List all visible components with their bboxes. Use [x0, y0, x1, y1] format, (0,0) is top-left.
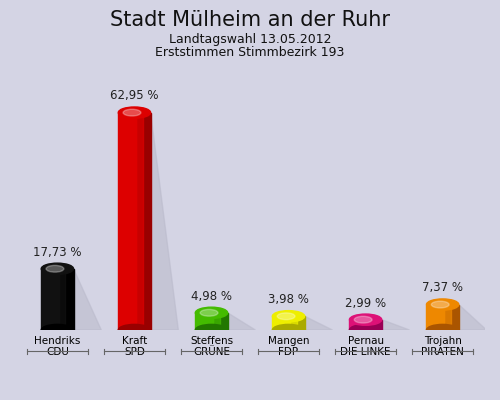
- Text: 4,98 %: 4,98 %: [191, 290, 232, 303]
- Ellipse shape: [426, 324, 459, 336]
- Polygon shape: [213, 313, 220, 330]
- Text: 17,73 %: 17,73 %: [33, 246, 82, 259]
- Polygon shape: [212, 313, 228, 330]
- Ellipse shape: [350, 314, 382, 325]
- Text: 2,99 %: 2,99 %: [345, 296, 386, 310]
- Ellipse shape: [272, 324, 304, 336]
- Ellipse shape: [41, 263, 74, 274]
- Polygon shape: [58, 269, 74, 330]
- Ellipse shape: [196, 307, 228, 318]
- Polygon shape: [350, 320, 410, 330]
- Polygon shape: [196, 313, 213, 330]
- Polygon shape: [290, 316, 296, 330]
- Ellipse shape: [426, 299, 459, 310]
- Polygon shape: [350, 320, 367, 330]
- Polygon shape: [41, 269, 59, 330]
- Polygon shape: [426, 304, 486, 330]
- Ellipse shape: [272, 311, 304, 322]
- Polygon shape: [41, 269, 102, 330]
- Polygon shape: [196, 313, 256, 330]
- Text: Erststimmen Stimmbezirk 193: Erststimmen Stimmbezirk 193: [156, 46, 344, 59]
- Text: 7,37 %: 7,37 %: [422, 282, 463, 294]
- Polygon shape: [134, 113, 150, 330]
- Polygon shape: [444, 304, 450, 330]
- Ellipse shape: [277, 313, 295, 320]
- Text: 62,95 %: 62,95 %: [110, 90, 158, 102]
- Ellipse shape: [196, 324, 228, 336]
- Polygon shape: [442, 304, 459, 330]
- Ellipse shape: [46, 265, 64, 272]
- Polygon shape: [367, 320, 374, 330]
- Text: Stadt Mülheim an der Ruhr: Stadt Mülheim an der Ruhr: [110, 10, 390, 30]
- Text: 3,98 %: 3,98 %: [268, 293, 309, 306]
- Polygon shape: [426, 304, 444, 330]
- Ellipse shape: [41, 324, 74, 336]
- Polygon shape: [136, 113, 142, 330]
- Text: Landtagswahl 13.05.2012: Landtagswahl 13.05.2012: [169, 33, 331, 46]
- Ellipse shape: [200, 310, 218, 316]
- Polygon shape: [118, 113, 178, 330]
- Polygon shape: [366, 320, 382, 330]
- Polygon shape: [288, 316, 304, 330]
- Ellipse shape: [118, 324, 150, 336]
- Polygon shape: [118, 113, 136, 330]
- Ellipse shape: [118, 107, 150, 118]
- Ellipse shape: [123, 109, 141, 116]
- Ellipse shape: [350, 324, 382, 336]
- Polygon shape: [59, 269, 66, 330]
- Polygon shape: [272, 316, 332, 330]
- Polygon shape: [272, 316, 290, 330]
- Ellipse shape: [432, 301, 449, 308]
- Ellipse shape: [354, 316, 372, 323]
